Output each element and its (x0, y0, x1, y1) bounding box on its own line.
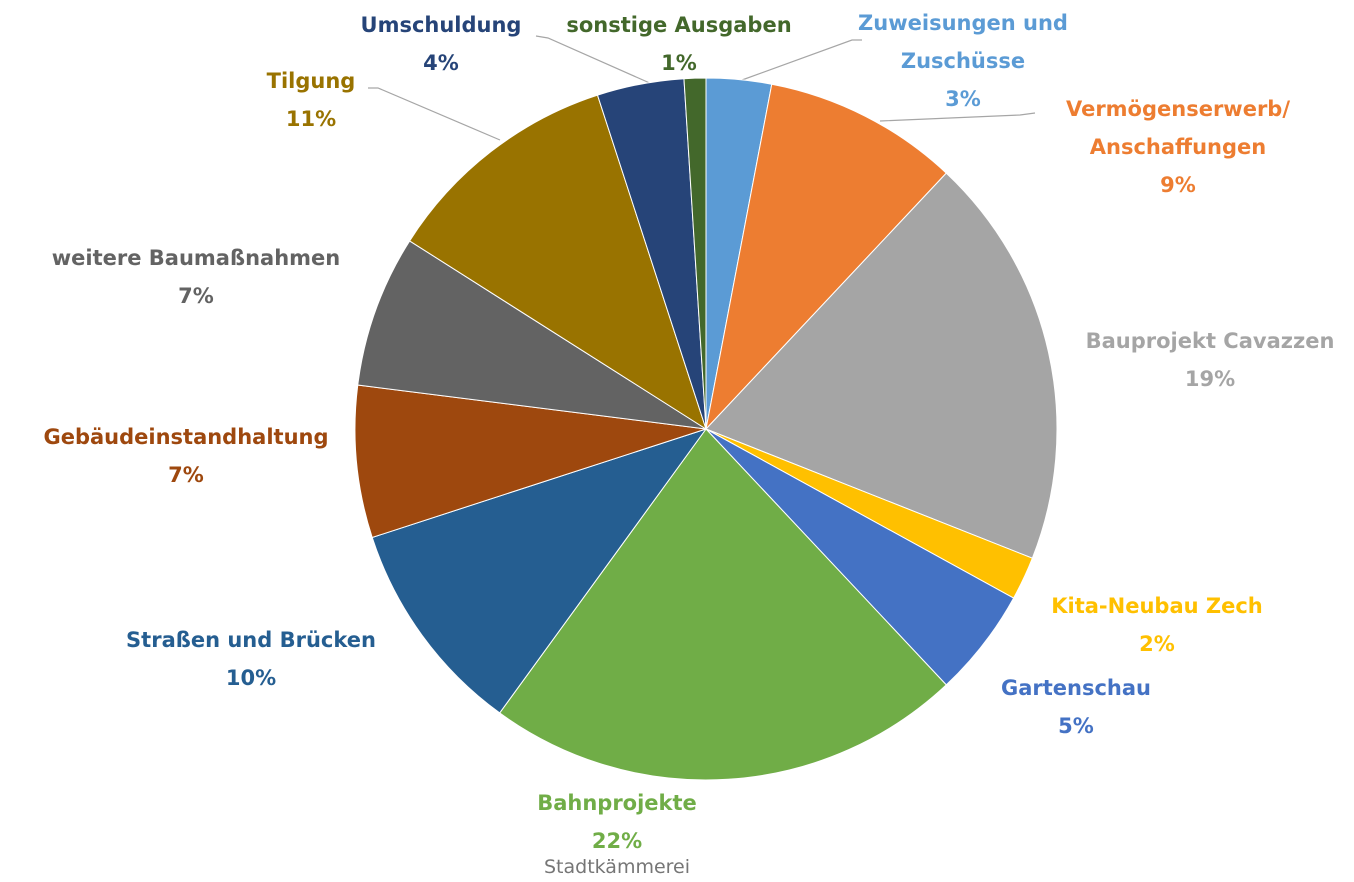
data-label: Straßen und Brücken 10% (101, 621, 401, 697)
data-label: Vermögenserwerb/ Anschaffungen 9% (1053, 90, 1303, 204)
data-label: sonstige Ausgaben 1% (549, 6, 809, 82)
label-value: 22% (591, 829, 643, 853)
leader-line (368, 87, 501, 141)
pie-slice (357, 240, 707, 430)
label-name: Vermögenserwerb/ Anschaffungen (1065, 97, 1291, 159)
leader-line (535, 35, 653, 85)
label-value: 9% (1160, 173, 1196, 197)
label-name: Umschuldung (360, 13, 522, 37)
label-value: 7% (178, 284, 214, 308)
label-value: 2% (1139, 632, 1175, 656)
label-value: 10% (225, 666, 277, 690)
label-name: Tilgung (266, 69, 356, 93)
label-value: 3% (945, 87, 981, 111)
pie-slice (408, 94, 707, 431)
data-label: weitere Baumaßnahmen 7% (26, 239, 366, 315)
label-value: 4% (423, 51, 459, 75)
label-value: 19% (1184, 367, 1236, 391)
label-name: Straßen und Brücken (126, 628, 376, 652)
data-label: Gebäudeinstandhaltung 7% (26, 418, 346, 494)
label-name: Zuweisungen und Zuschüsse (858, 11, 1068, 73)
label-name: sonstige Ausgaben (566, 13, 792, 37)
label-name: weitere Baumaßnahmen (51, 246, 341, 270)
label-name: Bahnprojekte (537, 791, 697, 815)
data-label: Gartenschau 5% (976, 669, 1176, 745)
label-name: Kita-Neubau Zech (1051, 594, 1263, 618)
leader-line (879, 112, 1036, 122)
pie-slice (705, 172, 1058, 559)
pie-slice (683, 77, 707, 430)
data-label: Bahnprojekte 22% (507, 784, 727, 860)
label-name: Bauprojekt Cavazzen (1085, 329, 1335, 353)
data-label: Bauprojekt Cavazzen 19% (1060, 322, 1354, 398)
data-label: Umschuldung 4% (341, 6, 541, 82)
label-value: 7% (168, 463, 204, 487)
pie-slice (705, 83, 947, 431)
data-label: Kita-Neubau Zech 2% (1027, 587, 1287, 663)
label-name: Gartenschau (1000, 676, 1151, 700)
data-label: Zuweisungen und Zuschüsse 3% (858, 4, 1068, 118)
leader-line (741, 39, 862, 81)
pie-slice (354, 384, 707, 539)
label-name: Gebäudeinstandhaltung (43, 425, 329, 449)
label-value: 5% (1058, 714, 1094, 738)
label-value: 11% (285, 107, 337, 131)
data-label: Tilgung 11% (251, 62, 371, 138)
caption: Stadtkämmerei (543, 856, 691, 878)
label-value: 1% (661, 51, 697, 75)
pie-slice (371, 428, 708, 714)
pie-slice (498, 428, 947, 781)
